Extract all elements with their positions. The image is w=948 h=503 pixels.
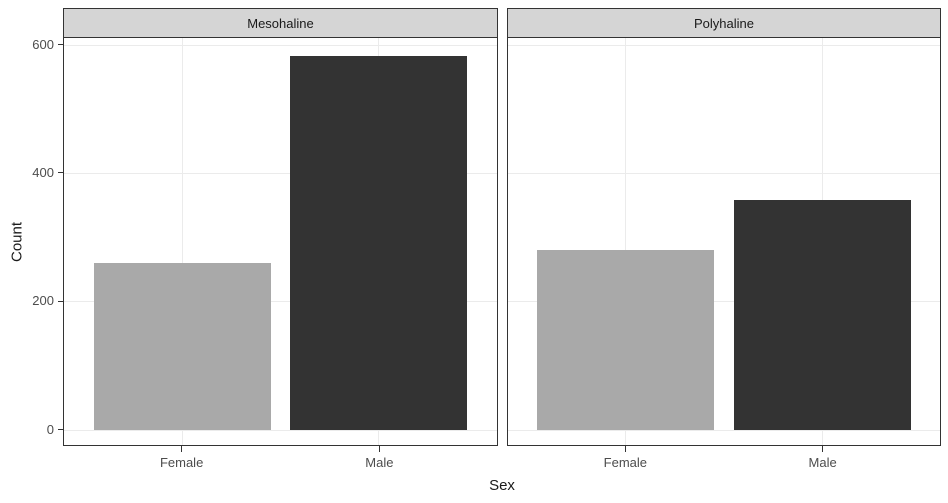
bar-polyhaline-male: [733, 199, 911, 430]
gridline-x-female: [181, 38, 183, 445]
bar-mesohaline-female: [93, 262, 271, 430]
facet-mesohaline: Mesohaline Female Male: [63, 0, 498, 503]
gridline-y-0: [64, 429, 497, 431]
y-tick-label-0: 0: [46, 421, 54, 437]
x-tick-label-male: Male: [365, 455, 394, 470]
y-tick-mark-400: [58, 172, 63, 174]
facet-strip: Mesohaline: [63, 8, 498, 38]
gridline-y-200: [508, 301, 940, 303]
y-tick-mark-200: [58, 300, 63, 302]
plot-panel: [507, 37, 941, 446]
gridline-y-400: [508, 172, 940, 174]
y-axis-title: Count: [8, 221, 26, 263]
x-tick-label-male: Male: [808, 455, 837, 470]
gridline-x-female: [625, 38, 627, 445]
y-tick-label-200: 200: [32, 293, 54, 309]
bar-mesohaline-male: [290, 56, 468, 430]
gridline-y-400: [64, 172, 497, 174]
facet-strip-label: Mesohaline: [247, 15, 314, 31]
facet-polyhaline: Polyhaline Female Male: [507, 0, 941, 503]
plot-panel: [63, 37, 498, 446]
gridline-y-600: [508, 44, 940, 46]
gridline-y-600: [64, 44, 497, 46]
x-tick-male: [378, 446, 380, 452]
x-tick-label-female: Female: [603, 455, 648, 470]
bar-polyhaline-female: [537, 249, 715, 430]
facet-strip-label: Polyhaline: [694, 15, 754, 31]
y-tick-label-400: 400: [32, 164, 54, 180]
x-tick-male: [822, 446, 824, 452]
gridline-y-200: [64, 301, 497, 303]
x-axis-title: Sex: [489, 477, 515, 494]
y-tick-label-600: 600: [32, 36, 54, 52]
gridline-y-0: [508, 429, 940, 431]
y-tick-mark-0: [58, 429, 63, 430]
x-tick-female: [624, 446, 626, 452]
x-tick-label-female: Female: [159, 455, 204, 470]
y-tick-mark-600: [58, 44, 63, 45]
x-tick-female: [181, 446, 183, 452]
facet-strip: Polyhaline: [507, 8, 941, 38]
